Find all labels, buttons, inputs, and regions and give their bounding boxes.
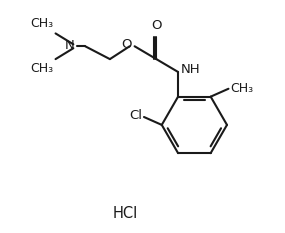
Text: CH₃: CH₃ [30,17,54,31]
Text: Cl: Cl [129,109,142,122]
Text: N: N [65,39,74,52]
Text: HCl: HCl [113,206,138,221]
Text: NH: NH [181,63,201,76]
Text: O: O [121,38,132,51]
Text: CH₃: CH₃ [231,82,254,95]
Text: O: O [151,19,162,32]
Text: CH₃: CH₃ [30,62,54,75]
